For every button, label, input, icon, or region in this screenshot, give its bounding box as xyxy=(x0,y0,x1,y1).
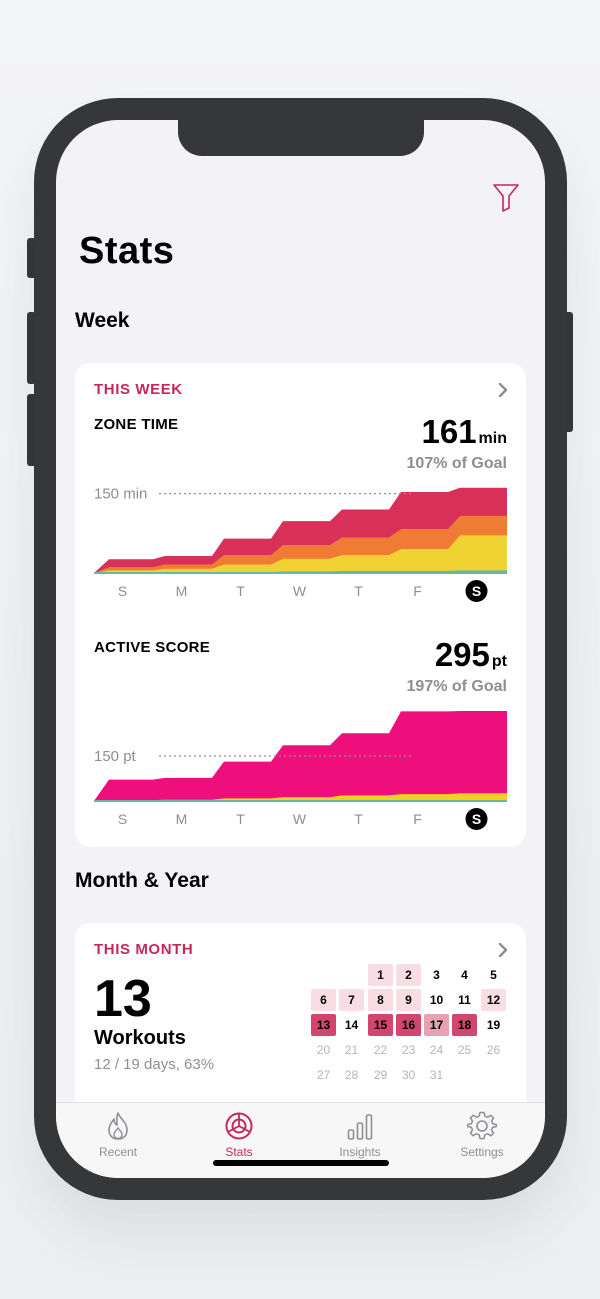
calendar-day: 16 xyxy=(396,1014,421,1036)
calendar-day: 3 xyxy=(433,968,440,982)
active-score-number: 295 xyxy=(434,636,490,673)
zone-time-value: 161 min xyxy=(421,413,507,451)
week-section-title: Week xyxy=(75,309,130,332)
active-score-area-0 xyxy=(94,793,507,801)
zone-time-number: 161 xyxy=(421,413,477,450)
calendar-day: 21 xyxy=(344,1043,359,1057)
calendar-day: 23 xyxy=(401,1043,416,1057)
calendar-day: 15 xyxy=(368,1014,393,1036)
active-score-day-label: W xyxy=(293,811,307,827)
workouts-label: Workouts xyxy=(94,1027,186,1049)
active-score-day-label: T xyxy=(236,811,245,827)
tab-insights[interactable]: Insights xyxy=(310,1111,410,1159)
zone-time-goal-label: 150 min xyxy=(94,486,147,503)
active-score-label: ACTIVE SCORE xyxy=(94,639,211,656)
calendar-day: 6 xyxy=(311,989,336,1011)
zone-time-day-label: S xyxy=(118,583,127,599)
page-title: Stats xyxy=(79,230,175,272)
calendar-day: 14 xyxy=(344,1018,359,1032)
phone-frame: Stats Week THIS WEEK ZONE TIME 161 min 10… xyxy=(34,98,567,1200)
zone-time-area-1 xyxy=(94,535,507,573)
calendar-day: 19 xyxy=(486,1018,501,1032)
chevron-right-icon[interactable] xyxy=(498,383,508,397)
active-score-unit: pt xyxy=(491,653,507,670)
calendar-day: 24 xyxy=(429,1043,444,1057)
tab-stats-label: Stats xyxy=(225,1145,253,1159)
month-section-title: Month & Year xyxy=(75,869,209,892)
zone-time-goal: 107% of Goal xyxy=(406,455,507,472)
tab-stats[interactable]: Stats xyxy=(189,1111,289,1159)
tab-bar: Recent Stats Insights xyxy=(56,1102,545,1178)
zone-time-unit: min xyxy=(478,430,507,447)
month-card-label: THIS MONTH xyxy=(94,941,194,958)
calendar-day: 29 xyxy=(373,1068,388,1082)
workouts-subtitle: 12 / 19 days, 63% xyxy=(94,1056,215,1073)
calendar-day: 7 xyxy=(339,989,364,1011)
zone-time-label: ZONE TIME xyxy=(94,416,179,433)
zone-time-day-label: T xyxy=(236,583,245,599)
tab-recent[interactable]: Recent xyxy=(68,1111,168,1159)
mute-switch xyxy=(27,238,36,278)
active-score-day-label: T xyxy=(354,811,363,827)
active-score-day-label: S xyxy=(472,811,481,827)
active-score-day-label: S xyxy=(118,811,127,827)
calendar-day: 20 xyxy=(316,1043,331,1057)
volume-down-button xyxy=(27,394,36,466)
calendar-day: 27 xyxy=(316,1068,331,1082)
tab-insights-label: Insights xyxy=(339,1145,381,1159)
workout-count: 13 xyxy=(94,970,152,1028)
calendar-day: 26 xyxy=(486,1043,501,1057)
calendar-day: 28 xyxy=(344,1068,359,1082)
zone-time-day-label: F xyxy=(413,583,422,599)
calendar-day: 17 xyxy=(424,1014,449,1036)
flame-icon xyxy=(108,1112,128,1140)
calendar-day: 25 xyxy=(457,1043,472,1057)
tab-settings[interactable]: Settings xyxy=(432,1111,532,1159)
active-score-day-label: M xyxy=(176,811,188,827)
zone-time-day-label: T xyxy=(354,583,363,599)
screen: Stats Week THIS WEEK ZONE TIME 161 min 10… xyxy=(56,120,545,1178)
zone-time-chart: 150 min S M T W T F S xyxy=(94,486,507,602)
bar-chart-icon xyxy=(347,1114,373,1140)
zone-time-day-label: S xyxy=(472,583,481,599)
volume-up-button xyxy=(27,312,36,384)
active-score-chart: 150 pt S M T W T F S xyxy=(94,711,507,830)
stats-page: Stats Week THIS WEEK ZONE TIME 161 min 10… xyxy=(56,120,545,1178)
power-button xyxy=(564,312,573,432)
active-score-value: 295 pt xyxy=(435,636,507,674)
week-card-label: THIS WEEK xyxy=(94,381,183,398)
target-icon xyxy=(225,1112,253,1140)
calendar-day: 2 xyxy=(396,964,421,986)
calendar-day: 8 xyxy=(368,989,393,1011)
calendar-day: 12 xyxy=(481,989,506,1011)
gear-icon xyxy=(467,1111,497,1140)
chevron-right-icon[interactable] xyxy=(498,943,508,957)
calendar-day: 30 xyxy=(401,1068,416,1082)
calendar-day: 13 xyxy=(311,1014,336,1036)
active-score-day-label: F xyxy=(413,811,422,827)
week-card[interactable]: THIS WEEK ZONE TIME 161 min 107% of Goal … xyxy=(75,363,526,847)
calendar-day: 22 xyxy=(373,1043,388,1057)
active-score-goal-label: 150 pt xyxy=(94,748,137,765)
calendar-day: 5 xyxy=(490,968,497,982)
active-score-today-marker xyxy=(465,808,488,830)
calendar-day: 4 xyxy=(461,968,468,982)
zone-time-day-label: M xyxy=(176,583,188,599)
tab-recent-label: Recent xyxy=(98,1145,138,1159)
notch xyxy=(178,120,424,156)
calendar-day: 1 xyxy=(368,964,393,986)
home-indicator xyxy=(213,1160,389,1166)
tab-settings-label: Settings xyxy=(460,1145,504,1159)
calendar-day: 11 xyxy=(458,993,471,1007)
calendar-day: 31 xyxy=(429,1068,444,1082)
filter-icon[interactable] xyxy=(492,182,520,212)
calendar-day: 10 xyxy=(429,993,444,1007)
zone-time-today-marker xyxy=(465,580,488,602)
calendar-day: 18 xyxy=(452,1014,477,1036)
calendar-day: 9 xyxy=(396,989,421,1011)
active-score-goal: 197% of Goal xyxy=(406,678,507,695)
zone-time-day-label: W xyxy=(293,583,307,599)
